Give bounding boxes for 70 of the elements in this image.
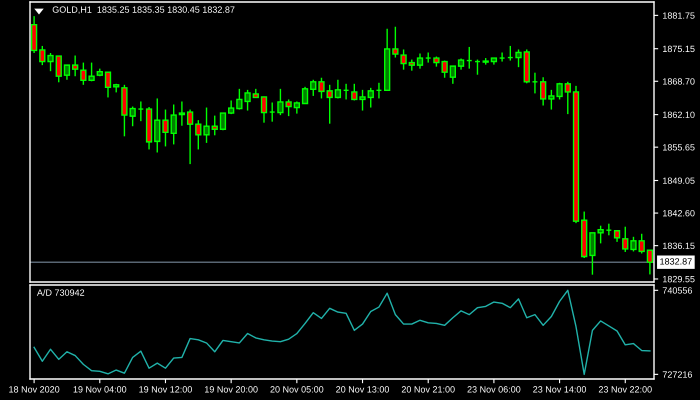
chart-title: GOLD,H1 1835.25 1835.35 1830.45 1832.87 bbox=[52, 6, 234, 14]
candlestick bbox=[606, 222, 612, 236]
candlestick bbox=[589, 232, 596, 276]
candlestick bbox=[203, 106, 210, 144]
candlestick bbox=[310, 79, 316, 97]
line-series bbox=[33, 290, 651, 376]
x-tick-label: 19 Nov 20:00 bbox=[204, 386, 258, 393]
y-tick-label: 1842.60 bbox=[663, 210, 695, 216]
candlestick bbox=[597, 225, 604, 244]
y-tick-label: 740556 bbox=[662, 287, 692, 294]
candlestick bbox=[458, 58, 464, 70]
candlestick bbox=[564, 81, 571, 115]
x-tick-label: 19 Nov 12:00 bbox=[139, 386, 192, 393]
candlestick bbox=[416, 52, 424, 70]
candlestick bbox=[351, 83, 358, 102]
x-tick-label: 19 Nov 04:00 bbox=[74, 386, 126, 393]
y-tick-label: 1881.75 bbox=[663, 12, 695, 19]
candlestick bbox=[302, 86, 308, 105]
candlestick bbox=[269, 102, 276, 122]
candlestick bbox=[220, 112, 226, 131]
chart-title: A/D 730942 bbox=[36, 289, 84, 296]
ref-line-label: 1832.87 bbox=[660, 258, 692, 265]
candlestick bbox=[368, 87, 374, 108]
candlestick bbox=[244, 89, 251, 112]
candlestick bbox=[277, 88, 284, 116]
candlestick bbox=[433, 56, 440, 68]
candlestick bbox=[56, 54, 62, 83]
candlestick bbox=[104, 70, 112, 98]
candlestick bbox=[376, 82, 382, 100]
candlestick bbox=[138, 100, 144, 122]
candlestick bbox=[359, 89, 366, 112]
candlestick bbox=[342, 83, 350, 100]
y-tick-label: 1829.55 bbox=[663, 276, 695, 282]
candlestick bbox=[507, 45, 514, 62]
candlestick bbox=[318, 77, 325, 100]
x-tick-label: 23 Nov 06:00 bbox=[468, 386, 520, 393]
candlestick bbox=[64, 64, 70, 80]
candlestick bbox=[622, 226, 628, 253]
x-tick-label: 23 Nov 22:00 bbox=[598, 386, 652, 393]
y-tick-label: 1868.70 bbox=[663, 78, 695, 85]
candlestick bbox=[252, 88, 259, 99]
candlestick bbox=[614, 230, 620, 243]
candlestick bbox=[212, 114, 218, 136]
x-tick-label: 18 Nov 2020 bbox=[9, 386, 60, 393]
candlestick bbox=[425, 52, 432, 64]
x-tick-label: 23 Nov 14:00 bbox=[533, 386, 586, 393]
candlestick bbox=[498, 52, 506, 62]
y-tick-label: 1849.05 bbox=[663, 177, 695, 184]
candlestick bbox=[408, 58, 415, 72]
candlestick bbox=[474, 58, 481, 76]
candlestick bbox=[630, 236, 637, 252]
candlestick bbox=[532, 72, 538, 94]
y-tick-label: 1855.65 bbox=[663, 144, 695, 151]
candlestick bbox=[129, 106, 136, 127]
candlestick bbox=[556, 82, 563, 100]
y-tick-label: 727216 bbox=[662, 371, 692, 378]
x-tick-label: 20 Nov 21:00 bbox=[402, 386, 455, 393]
candlestick bbox=[260, 96, 268, 124]
y-tick-label: 1862.10 bbox=[663, 112, 695, 118]
candlestick bbox=[154, 98, 160, 154]
candlestick bbox=[162, 108, 169, 148]
x-tick-label: 20 Nov 05:00 bbox=[270, 386, 324, 393]
y-tick-label: 1836.15 bbox=[663, 242, 695, 250]
candlestick bbox=[47, 52, 54, 72]
candlestick bbox=[88, 62, 95, 82]
candlestick bbox=[515, 48, 522, 68]
candlestick bbox=[400, 48, 407, 70]
candlestick bbox=[466, 46, 472, 70]
x-tick-label: 20 Nov 13:00 bbox=[336, 386, 390, 393]
y-tick-label: 1875.15 bbox=[663, 46, 695, 52]
